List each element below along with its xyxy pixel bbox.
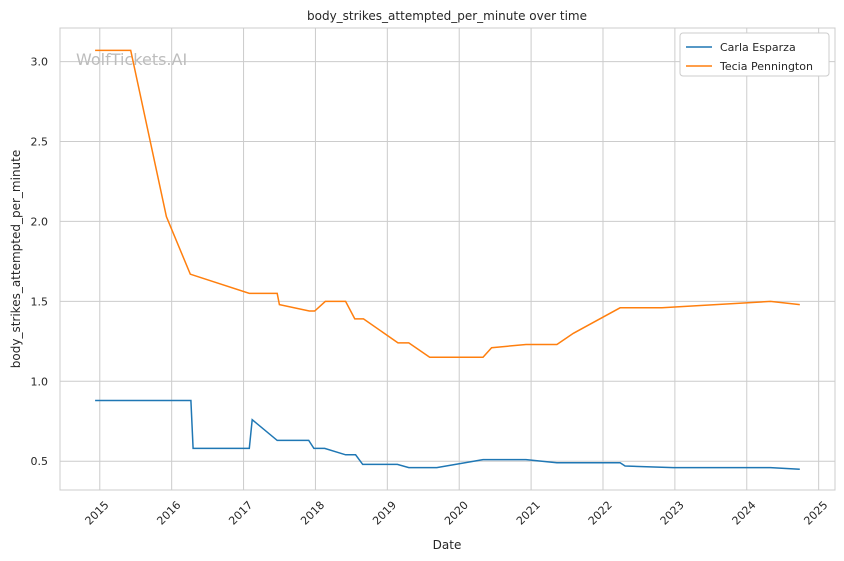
legend-label: Tecia Pennington: [719, 60, 813, 73]
watermark: WolfTickets.AI: [76, 50, 187, 69]
legend-label: Carla Esparza: [720, 41, 796, 54]
legend-box: [679, 32, 830, 77]
chart-title: body_strikes_attempted_per_minute over t…: [307, 9, 587, 23]
y-tick-label: 2.0: [31, 215, 49, 228]
grid: [60, 28, 835, 490]
legend: Carla Esparza Tecia Pennington: [679, 32, 830, 77]
y-tick-label: 3.0: [31, 56, 49, 69]
y-tick-label: 1.5: [31, 295, 49, 308]
y-axis-label: body_strikes_attempted_per_minute: [9, 150, 23, 368]
series-line-carla-esparza: [95, 399, 800, 470]
series-lines: [95, 49, 800, 470]
series-line-tecia-pennington: [95, 49, 800, 359]
y-tick-label: 0.5: [31, 455, 49, 468]
x-axis-label: Date: [433, 538, 462, 552]
y-tick-label: 1.0: [31, 375, 49, 388]
y-tick-label: 2.5: [31, 136, 49, 149]
plot-frame: [59, 27, 836, 491]
